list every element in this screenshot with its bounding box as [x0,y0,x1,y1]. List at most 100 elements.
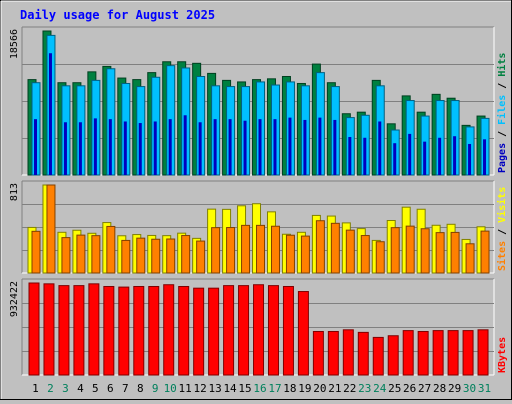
sites-bar [166,238,176,274]
pages-bar [228,119,232,175]
visits-right-labels: Sites / Visits [496,187,508,271]
pages-bar [48,53,52,175]
pages-bar [348,136,352,175]
day-label: 6 [107,382,114,395]
legend-visits: Visits [496,187,508,223]
pages-bar [378,121,382,175]
pages-bar [438,137,442,175]
day-label: 17 [268,382,281,395]
kbytes-bar [73,285,85,376]
sites-bar [106,225,116,274]
pages-bar [123,121,127,175]
sites-bar [211,227,221,274]
kbytes-bar [253,284,265,376]
day-label: 16 [253,382,266,395]
legend-hits: Hits [496,53,508,77]
kbytes-bar [43,283,55,376]
day-label: 30 [463,382,476,395]
x-axis: 1 2 3 4 5 6 7 8 9 10 11 12 13 14 15 16 17 18 19 20 21 22 23 24 2… [32,382,491,395]
sites-bar [465,243,475,274]
day-label: 31 [478,382,491,395]
pages-bar [108,119,112,175]
day-label: 24 [373,382,387,395]
sites-bar [196,240,206,274]
sites-bar [330,222,340,274]
pages-bar [333,119,337,175]
day-label: 7 [122,382,129,395]
sites-bar [420,228,430,274]
pages-bar [468,143,472,175]
day-label: 11 [179,382,192,395]
sites-bar [46,184,56,274]
visits-sites-panel: 813 Sites / Visits [9,180,508,274]
sites-bar [480,230,490,274]
kbytes-bar [432,330,444,376]
sites-bar [241,224,251,274]
day-label: 29 [448,382,461,395]
pages-bar [453,136,457,175]
day-label: 5 [92,382,99,395]
sites-bar [31,230,41,274]
pages-bar [93,118,97,175]
pages-bar [318,117,322,175]
day-label: 21 [328,382,341,395]
kbytes-bar [148,285,160,376]
sites-bar [315,220,325,274]
day-label: 25 [388,382,401,395]
sites-bar [76,234,86,274]
sites-bar [450,231,460,274]
kbytes-bar [462,330,474,376]
kbytes-panel: 932422 KBytes [9,278,508,376]
kbytes-max-label: 932422 [9,281,20,317]
pages-bar [78,122,82,175]
pages-bar [153,121,157,175]
day-label: 20 [313,382,326,395]
pages-bar [63,122,67,175]
pages-bar [303,119,307,175]
day-label: 3 [62,382,69,395]
kbytes-bar [238,285,250,376]
day-label: 12 [194,382,207,395]
kbytes-bar [357,331,369,376]
sites-bar [375,241,385,274]
sites-bar [181,235,191,274]
hits-right-labels: Pages / Files / Hits [496,53,508,173]
hits-max-label: 18566 [9,29,20,59]
day-label: 23 [358,382,371,395]
day-label: 9 [152,382,159,395]
day-label: 22 [343,382,356,395]
kbytes-bar [103,285,115,376]
kbytes-bar [223,285,235,376]
day-label: 13 [208,382,221,395]
kbytes-bar [417,330,429,376]
sites-bar [91,235,101,274]
sites-bar [345,229,355,274]
sites-bar [285,234,295,274]
sites-bar [226,227,236,274]
pages-bar [393,143,397,175]
kbytes-bar [178,285,190,376]
sites-bar [61,237,71,274]
day-label: 8 [137,382,144,395]
day-label: 4 [77,382,84,395]
pages-bar [408,133,412,175]
day-label: 15 [238,382,251,395]
visits-max-label: 813 [9,183,20,201]
kbytes-bar [58,285,70,376]
kbytes-bar [477,329,489,376]
kbytes-bar [193,287,205,376]
kbytes-bar [297,291,309,376]
kbytes-bar [163,284,175,376]
kbytes-bar [208,287,220,376]
pages-bar [168,119,172,175]
pages-bar [363,137,367,175]
legend-kbytes: KBytes [497,337,508,373]
day-label: 27 [418,382,431,395]
legend-sites: Sites [496,241,508,271]
kbytes-bar [327,330,339,376]
hits-files-pages-panel: 18566 Pages / Files / Hits [9,26,508,176]
kbytes-bar [28,282,40,376]
chart-title: Daily usage for August 2025 [20,8,215,22]
pages-bar [423,141,427,175]
pages-bar [138,123,142,175]
